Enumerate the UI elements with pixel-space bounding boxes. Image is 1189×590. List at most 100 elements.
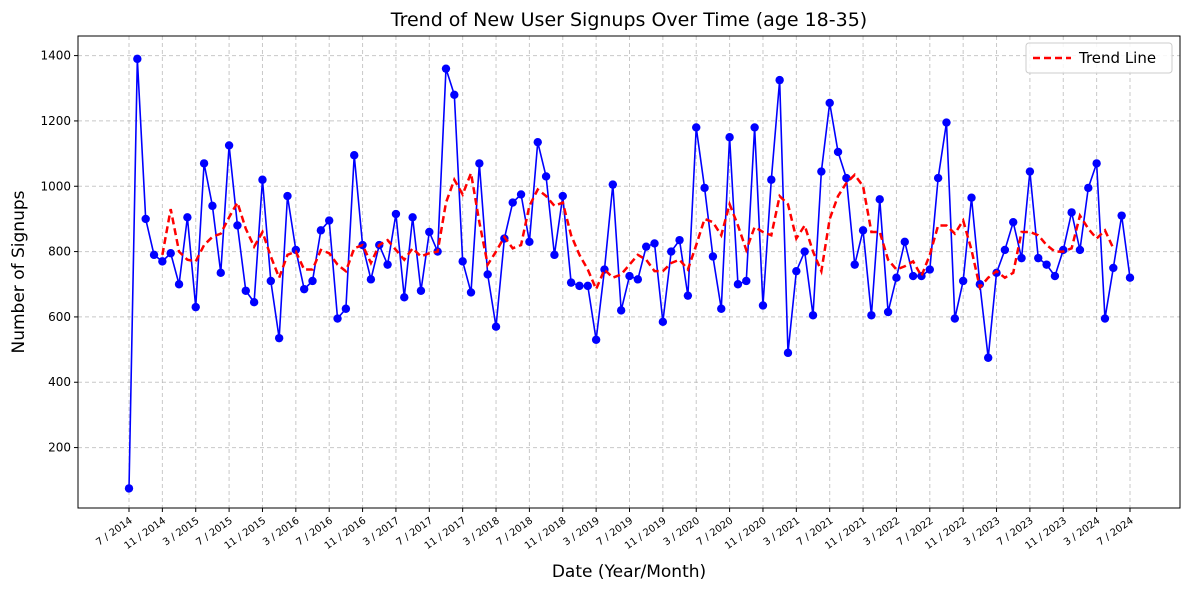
signups-data-point [408, 213, 417, 222]
x-tick-label: 3 / 2024 [1062, 515, 1102, 548]
signups-data-point [583, 281, 592, 291]
signups-data-point [258, 175, 267, 184]
signups-data-point [1100, 314, 1110, 323]
signups-data-point [1034, 253, 1043, 263]
signups-data-point [950, 314, 960, 323]
signups-data-point [575, 281, 584, 291]
plot-frame [77, 35, 1181, 509]
signups-data-point [700, 183, 709, 193]
signups-data-point [708, 252, 718, 261]
signups-data-point [1000, 245, 1010, 255]
signups-data-point [383, 260, 392, 269]
signups-data-point [149, 250, 159, 260]
x-tick-label: 3 / 2017 [361, 515, 401, 548]
signups-data-point [742, 276, 751, 286]
y-tick-label: 1200 [40, 114, 71, 128]
signups-data-point [566, 278, 576, 287]
signups-data-point [508, 198, 517, 207]
signups-data-point [466, 288, 476, 297]
signups-data-point [241, 286, 250, 295]
plot-series [124, 54, 1135, 493]
signups-data-point [800, 247, 809, 256]
signups-data-point [1125, 273, 1135, 282]
signups-data-point [1109, 263, 1118, 273]
signups-data-point [875, 195, 884, 204]
signups-data-point [233, 221, 242, 230]
signups-data-point [1075, 245, 1085, 255]
signups-data-point [491, 322, 501, 331]
signups-data-point [992, 268, 1001, 278]
signups-data-point [183, 213, 192, 222]
signups-data-point [683, 291, 693, 300]
signups-data-point [1067, 208, 1076, 217]
signups-data-point [224, 141, 234, 150]
legend: Trend Line [1025, 42, 1173, 74]
signups-data-point [1025, 167, 1035, 176]
signups-data-point [750, 123, 759, 132]
signups-data-point [483, 270, 492, 279]
signups-data-point [983, 353, 993, 362]
signups-data-point [717, 304, 726, 313]
signups-data-point [616, 306, 626, 315]
signups-data-point [1050, 271, 1060, 281]
y-tick-label: 200 [48, 441, 71, 455]
signups-data-point [925, 265, 934, 274]
signups-data-point [1084, 183, 1093, 193]
signups-data-point [733, 280, 743, 289]
signups-data-point [274, 333, 284, 343]
signups-data-point [450, 90, 459, 99]
x-axis-label: Date (Year/Month) [552, 562, 706, 582]
signups-data-point [133, 54, 142, 64]
signups-data-point [908, 271, 918, 281]
signups-data-point [208, 201, 217, 211]
signups-data-point [1092, 159, 1101, 168]
y-axis-label: Number of Signups [9, 190, 29, 353]
signups-data-point [366, 275, 376, 284]
signups-data-point [833, 147, 843, 157]
x-tick-label: 3 / 2018 [461, 515, 501, 548]
y-tick-label: 400 [48, 375, 71, 389]
signups-data-point [283, 191, 292, 201]
trend-line [161, 168, 1115, 293]
signups-data-point [341, 304, 351, 313]
signups-data-point [308, 276, 317, 286]
signups-data-point [1042, 260, 1051, 269]
signups-data-point [291, 245, 301, 255]
signups-data-point [158, 257, 167, 266]
signups-data-point [667, 247, 676, 256]
signups-data-point [591, 335, 601, 344]
signups-data-point [124, 484, 134, 493]
signups-data-point [141, 214, 150, 224]
signups-data-point [967, 193, 976, 202]
signups-data-point [825, 98, 834, 108]
signups-data-point [174, 280, 184, 289]
x-tick-label: 7 / 2024 [1095, 515, 1135, 548]
signups-data-point [808, 311, 818, 320]
signups-data-point [633, 275, 643, 284]
signups-data-point [391, 209, 401, 219]
y-tick-label: 800 [48, 245, 71, 259]
signups-data-point [400, 293, 409, 302]
signups-data-point [216, 268, 225, 278]
signups-data-point [692, 123, 701, 132]
signups-data-point [817, 167, 826, 176]
signups-data-point [516, 190, 526, 199]
signups-data-point [892, 273, 901, 282]
signups-data-point [199, 159, 209, 168]
signups-data-point [850, 260, 859, 269]
signups-data-point [266, 276, 276, 286]
x-tick-label: 3 / 2021 [762, 515, 802, 548]
signups-data-point [758, 301, 768, 310]
chart-title: Trend of New User Signups Over Time (age… [390, 9, 867, 31]
signups-data-point [533, 137, 542, 147]
signups-data-point [1117, 211, 1126, 220]
signups-data-point [650, 239, 659, 248]
signups-data-point [858, 226, 868, 235]
signups-data-point [425, 227, 434, 237]
x-tick-label: 3 / 2015 [161, 515, 201, 548]
signups-data-point [641, 242, 651, 251]
signups-data-point [1059, 245, 1068, 255]
y-tick-label: 1000 [40, 179, 71, 193]
